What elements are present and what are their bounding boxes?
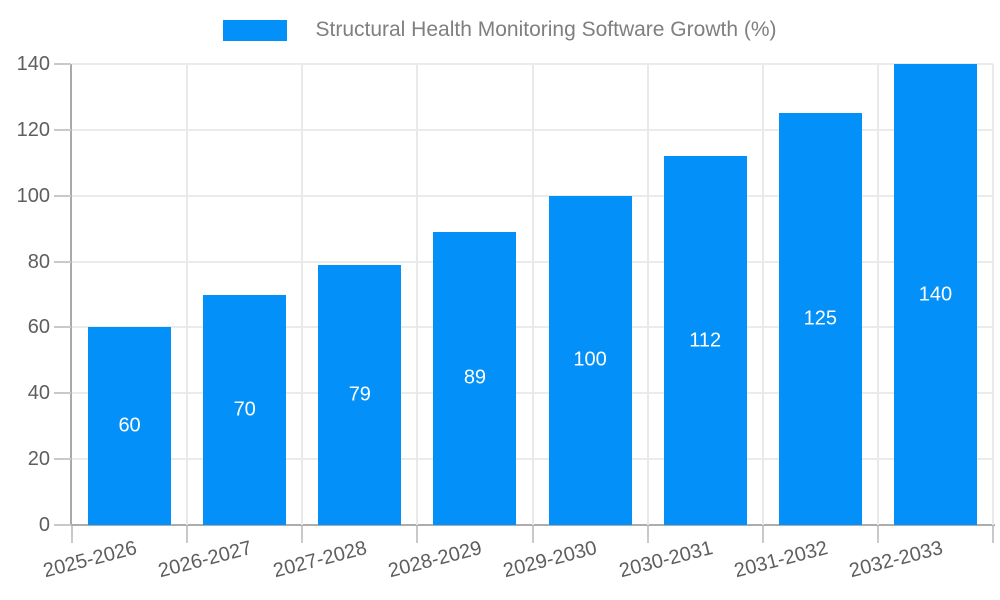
bar-value-label: 125 [803, 307, 837, 330]
bar-value-label: 112 [689, 329, 722, 352]
x-axis-tick [71, 526, 73, 543]
y-axis-tick [54, 458, 71, 461]
x-axis-tick [992, 526, 994, 543]
bar-value-label: 100 [573, 348, 607, 371]
x-axis-tick [531, 526, 534, 543]
y-axis-tick [54, 194, 71, 197]
x-gridline [186, 64, 189, 525]
bar-value-label: 70 [233, 398, 256, 421]
x-gridline [876, 64, 879, 525]
y-axis-tick [54, 260, 71, 263]
x-axis-line [70, 524, 995, 526]
bar-2026-2027[interactable]: 70 [203, 294, 287, 525]
bar-2027-2028[interactable]: 79 [318, 264, 402, 525]
legend-swatch [223, 19, 288, 41]
y-axis-label: 20 [27, 448, 50, 471]
x-gridline [992, 64, 994, 525]
bar-value-label: 89 [463, 366, 487, 389]
plot-area: 60 70 79 89 100 112 125 140 [72, 63, 994, 525]
x-axis-label: 2026-2027 [156, 537, 255, 583]
bar-2031-2032[interactable]: 125 [778, 113, 862, 525]
bar-value-label: 60 [118, 414, 141, 437]
x-axis-tick [761, 526, 764, 543]
y-axis-tick [54, 392, 71, 395]
x-axis-tick [416, 526, 419, 543]
x-axis-label: 2029-2030 [501, 537, 600, 583]
y-axis-line [70, 64, 72, 525]
x-axis-label: 2028-2029 [386, 537, 485, 583]
bar-2025-2026[interactable]: 60 [88, 327, 172, 525]
x-axis-tick [646, 526, 649, 543]
x-axis-tick [876, 526, 879, 543]
legend[interactable]: Structural Health Monitoring Software Gr… [0, 18, 1000, 42]
y-axis-tick [54, 63, 71, 65]
x-axis-label: 2030-2031 [616, 537, 715, 583]
y-axis-tick [54, 326, 71, 329]
x-axis-label: 2027-2028 [271, 537, 370, 583]
x-gridline [301, 64, 304, 525]
bar-value-label: 79 [348, 383, 371, 406]
y-axis-label: 100 [16, 184, 50, 207]
y-axis-label: 80 [27, 250, 50, 273]
legend-label: Structural Health Monitoring Software Gr… [315, 18, 777, 41]
bar-2032-2033[interactable]: 140 [893, 64, 977, 525]
y-axis-label: 140 [16, 53, 50, 75]
x-gridline [646, 64, 649, 525]
x-gridline [531, 64, 534, 525]
bar-2028-2029[interactable]: 89 [433, 231, 517, 525]
bar-value-label: 140 [918, 283, 953, 305]
y-axis-label: 0 [38, 514, 50, 536]
y-axis-label: 120 [16, 118, 50, 141]
x-axis-label: 2032-2033 [846, 537, 945, 583]
y-axis-tick [54, 128, 71, 131]
x-axis-label: 2031-2032 [731, 537, 830, 583]
y-axis-label: 40 [27, 382, 50, 405]
x-axis-tick [301, 526, 304, 543]
y-axis-label: 60 [27, 316, 50, 339]
x-axis-label: 2025-2026 [40, 537, 140, 583]
bar-2030-2031[interactable]: 112 [663, 156, 747, 525]
bar-2029-2030[interactable]: 100 [548, 195, 632, 525]
x-gridline [761, 64, 764, 525]
y-axis-tick [54, 524, 71, 526]
x-gridline [416, 64, 419, 525]
x-axis-tick [186, 526, 189, 543]
